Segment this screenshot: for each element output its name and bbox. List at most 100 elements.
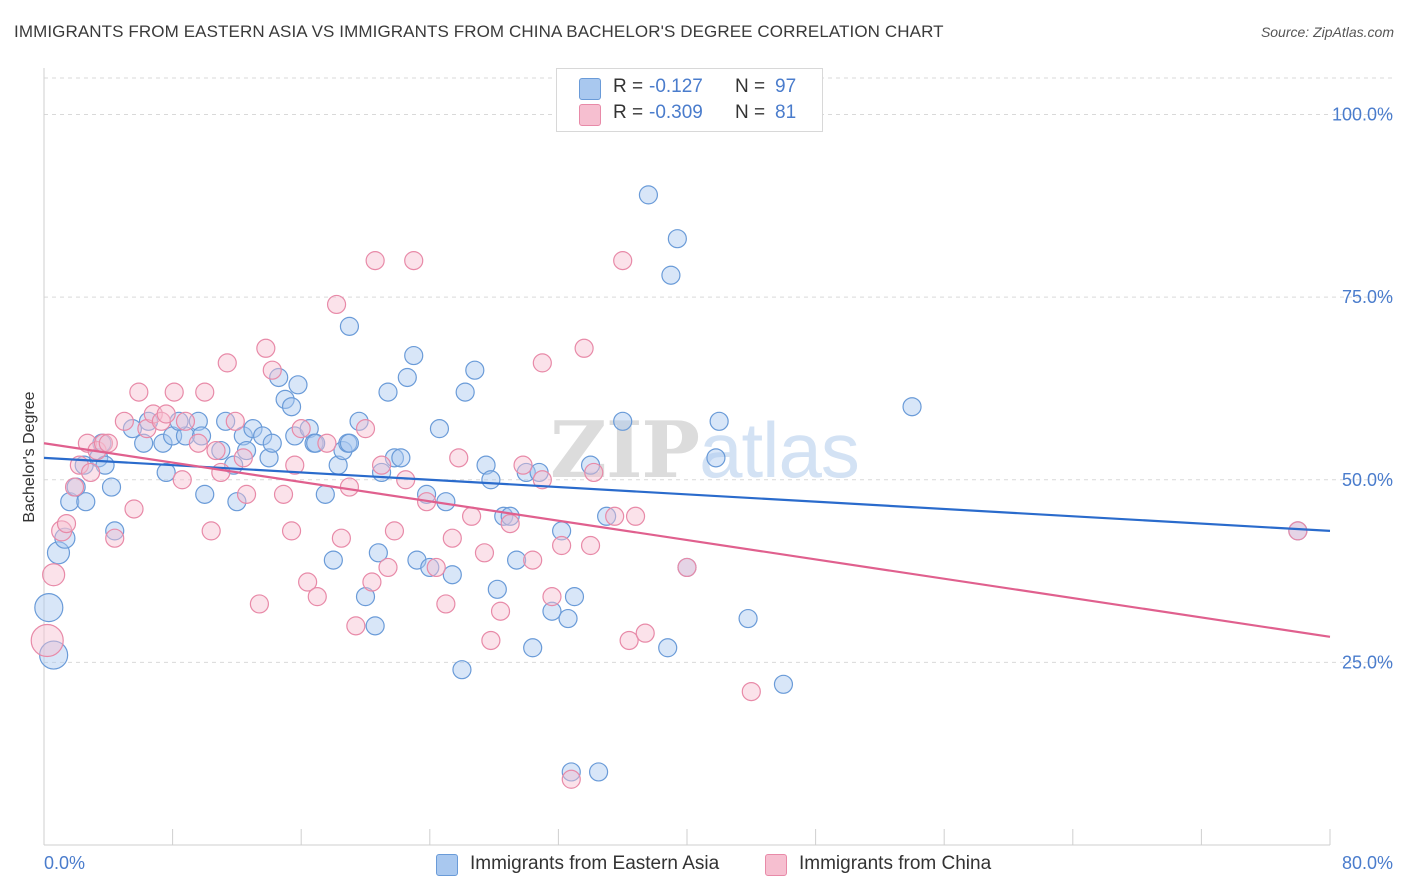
point-china xyxy=(442,528,462,548)
point-china xyxy=(129,382,149,402)
point-eastern-asia xyxy=(134,433,154,453)
series-china-points xyxy=(30,251,1308,789)
source-label: Source: ZipAtlas.com xyxy=(1260,24,1394,40)
point-china xyxy=(233,448,253,468)
point-china xyxy=(365,251,385,271)
axes xyxy=(43,68,1331,846)
point-eastern-asia xyxy=(315,484,335,504)
legend-swatch-blue xyxy=(579,78,601,100)
point-china xyxy=(741,681,761,702)
point-eastern-asia xyxy=(195,484,215,504)
point-eastern-asia xyxy=(259,448,279,468)
point-china xyxy=(307,587,327,607)
point-eastern-asia xyxy=(429,419,450,439)
point-eastern-asia xyxy=(101,477,122,497)
point-china xyxy=(195,382,215,402)
point-china xyxy=(56,513,77,534)
legend-swatch-pink xyxy=(579,104,601,126)
point-china xyxy=(285,455,305,475)
point-china xyxy=(77,433,98,453)
point-china xyxy=(449,448,469,468)
point-eastern-asia xyxy=(339,433,360,453)
point-china xyxy=(256,338,276,358)
point-eastern-asia xyxy=(397,367,417,388)
point-china xyxy=(249,594,270,614)
point-eastern-asia xyxy=(253,426,273,446)
point-eastern-asia xyxy=(156,462,176,483)
bottom-legend-label: Immigrants from Eastern Asia xyxy=(470,853,720,874)
point-china xyxy=(355,419,376,439)
legend-n-label: N = xyxy=(735,76,766,97)
point-eastern-asia xyxy=(216,411,236,431)
point-eastern-asia xyxy=(365,616,385,636)
point-china xyxy=(298,572,318,592)
point-eastern-asia xyxy=(597,506,617,526)
point-china xyxy=(490,601,511,621)
point-china xyxy=(404,251,424,271)
watermark-zip: ZIP xyxy=(550,405,700,496)
point-china xyxy=(1288,521,1308,541)
y-tick-label: 25.0% xyxy=(1342,652,1393,672)
y-tick-label: 50.0% xyxy=(1342,470,1393,490)
point-china xyxy=(513,455,533,475)
point-china xyxy=(574,338,594,358)
point-eastern-asia xyxy=(269,367,289,388)
point-eastern-asia xyxy=(523,638,543,658)
legend: R = -0.127 N = 97 R = -0.309 N = 81 xyxy=(556,68,823,132)
point-china xyxy=(625,506,646,526)
y-tick-label: 100.0% xyxy=(1332,105,1393,125)
point-eastern-asia xyxy=(561,762,581,782)
point-china xyxy=(225,411,245,431)
point-china xyxy=(114,411,134,431)
point-china xyxy=(326,294,347,315)
point-eastern-asia xyxy=(227,492,247,512)
point-china xyxy=(206,440,226,461)
point-china xyxy=(262,360,282,380)
point-china xyxy=(339,477,360,497)
bottom-legend-label: Immigrants from China xyxy=(799,853,992,874)
point-china xyxy=(81,462,101,483)
legend-n-label: N = xyxy=(735,102,766,123)
point-china xyxy=(64,477,85,497)
point-china xyxy=(30,623,64,658)
point-eastern-asia xyxy=(404,345,424,366)
point-china xyxy=(217,353,237,373)
legend-n-value: 81 xyxy=(775,102,797,123)
x-tick-label: 0.0% xyxy=(44,853,85,873)
point-china xyxy=(426,557,446,578)
point-china xyxy=(378,557,398,578)
point-eastern-asia xyxy=(706,448,726,468)
axis-labels: 25.0% 50.0% 75.0% 100.0% 0.0% 80.0% Bachelor's… xyxy=(21,105,1393,873)
point-china xyxy=(481,630,501,651)
point-eastern-asia xyxy=(243,419,263,439)
point-china xyxy=(42,563,66,587)
point-eastern-asia xyxy=(306,433,326,453)
legend-r-label: R = xyxy=(613,102,644,123)
point-eastern-asia xyxy=(481,470,501,490)
point-china xyxy=(580,535,601,556)
point-eastern-asia xyxy=(323,550,343,570)
point-eastern-asia xyxy=(442,565,462,585)
point-eastern-asia xyxy=(638,185,659,205)
point-eastern-asia xyxy=(416,484,437,504)
point-eastern-asia xyxy=(262,433,282,453)
legend-r-value: -0.309 xyxy=(649,102,703,123)
point-china xyxy=(201,521,221,541)
point-china xyxy=(124,499,144,519)
point-eastern-asia xyxy=(902,397,922,417)
point-eastern-asia xyxy=(487,579,507,599)
point-eastern-asia xyxy=(476,455,496,475)
legend-n-value: 97 xyxy=(775,76,797,97)
point-eastern-asia xyxy=(34,592,64,623)
point-china xyxy=(584,462,604,483)
legend-r-value: -0.127 xyxy=(649,76,703,97)
point-china xyxy=(677,557,697,578)
point-china xyxy=(164,382,184,402)
point-china xyxy=(371,455,392,475)
point-eastern-asia xyxy=(455,382,475,402)
point-china xyxy=(542,587,562,607)
point-china xyxy=(105,528,125,548)
point-eastern-asia xyxy=(153,433,173,453)
point-china xyxy=(331,528,351,548)
